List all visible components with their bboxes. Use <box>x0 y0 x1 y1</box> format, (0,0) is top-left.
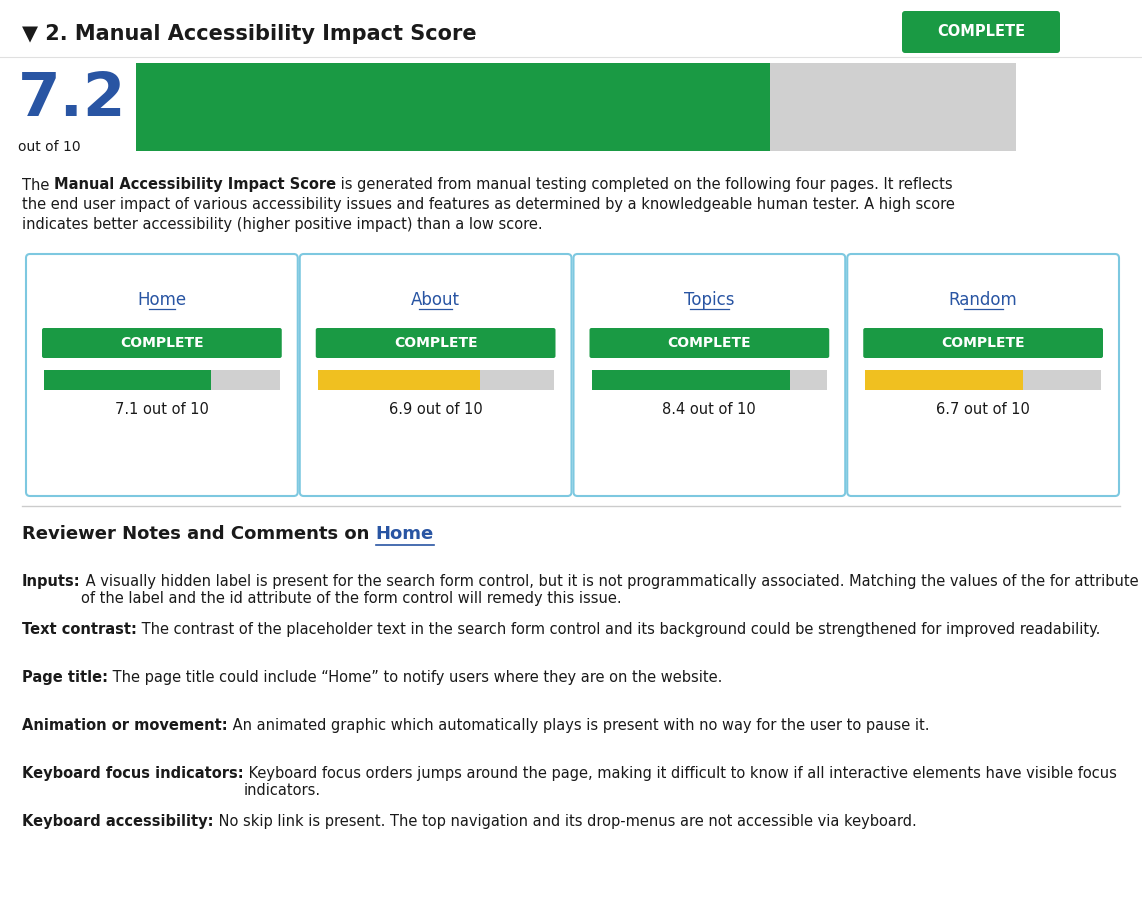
Text: COMPLETE: COMPLETE <box>936 25 1026 39</box>
FancyBboxPatch shape <box>45 370 280 390</box>
FancyBboxPatch shape <box>317 370 554 390</box>
Text: The page title could include “Home” to notify users where they are on the websit: The page title could include “Home” to n… <box>108 670 723 685</box>
Text: COMPLETE: COMPLETE <box>120 336 203 350</box>
Text: 6.9 out of 10: 6.9 out of 10 <box>388 402 483 418</box>
Text: Page title:: Page title: <box>22 670 108 685</box>
Text: Manual Accessibility Impact Score: Manual Accessibility Impact Score <box>54 177 336 193</box>
FancyBboxPatch shape <box>573 254 845 496</box>
Text: The: The <box>22 177 54 193</box>
FancyBboxPatch shape <box>136 63 1016 151</box>
Text: Keyboard focus orders jumps around the page, making it difficult to know if all : Keyboard focus orders jumps around the p… <box>243 766 1117 799</box>
Text: COMPLETE: COMPLETE <box>668 336 751 350</box>
Text: COMPLETE: COMPLETE <box>394 336 477 350</box>
FancyBboxPatch shape <box>592 370 789 390</box>
Text: is generated from manual testing completed on the following four pages. It refle: is generated from manual testing complet… <box>336 177 952 193</box>
Text: 6.7 out of 10: 6.7 out of 10 <box>936 402 1030 418</box>
FancyBboxPatch shape <box>42 328 282 358</box>
Text: Reviewer Notes and Comments on: Reviewer Notes and Comments on <box>22 525 376 543</box>
Text: indicates better accessibility (higher positive impact) than a low score.: indicates better accessibility (higher p… <box>22 218 542 232</box>
FancyBboxPatch shape <box>902 11 1060 53</box>
FancyBboxPatch shape <box>299 254 571 496</box>
Text: A visually hidden label is present for the search form control, but it is not pr: A visually hidden label is present for t… <box>81 574 1139 607</box>
Text: An animated graphic which automatically plays is present with no way for the use: An animated graphic which automatically … <box>227 718 930 733</box>
Text: 7.2: 7.2 <box>18 71 127 129</box>
Text: Inputs:: Inputs: <box>22 574 81 589</box>
FancyBboxPatch shape <box>136 63 770 151</box>
FancyBboxPatch shape <box>589 328 829 358</box>
Text: Keyboard accessibility:: Keyboard accessibility: <box>22 814 214 829</box>
FancyBboxPatch shape <box>866 370 1101 390</box>
FancyBboxPatch shape <box>863 328 1103 358</box>
Text: 7.1 out of 10: 7.1 out of 10 <box>115 402 209 418</box>
Text: Keyboard focus indicators:: Keyboard focus indicators: <box>22 766 243 781</box>
FancyBboxPatch shape <box>317 370 481 390</box>
Text: The contrast of the placeholder text in the search form control and its backgrou: The contrast of the placeholder text in … <box>137 622 1100 637</box>
Text: out of 10: out of 10 <box>18 140 81 154</box>
Text: Home: Home <box>137 291 186 309</box>
Text: Home: Home <box>376 525 434 543</box>
Text: Animation or movement:: Animation or movement: <box>22 718 227 733</box>
FancyBboxPatch shape <box>866 370 1023 390</box>
FancyBboxPatch shape <box>26 254 298 496</box>
Text: About: About <box>411 291 460 309</box>
Text: COMPLETE: COMPLETE <box>941 336 1024 350</box>
FancyBboxPatch shape <box>847 254 1119 496</box>
Text: Topics: Topics <box>684 291 734 309</box>
Text: ▼ 2. Manual Accessibility Impact Score: ▼ 2. Manual Accessibility Impact Score <box>22 24 476 44</box>
FancyBboxPatch shape <box>315 328 555 358</box>
Text: 8.4 out of 10: 8.4 out of 10 <box>662 402 756 418</box>
Text: Random: Random <box>949 291 1018 309</box>
FancyBboxPatch shape <box>592 370 827 390</box>
Text: No skip link is present. The top navigation and its drop-menus are not accessibl: No skip link is present. The top navigat… <box>214 814 916 829</box>
Text: the end user impact of various accessibility issues and features as determined b: the end user impact of various accessibi… <box>22 197 955 212</box>
Text: Text contrast:: Text contrast: <box>22 622 137 637</box>
FancyBboxPatch shape <box>45 370 211 390</box>
